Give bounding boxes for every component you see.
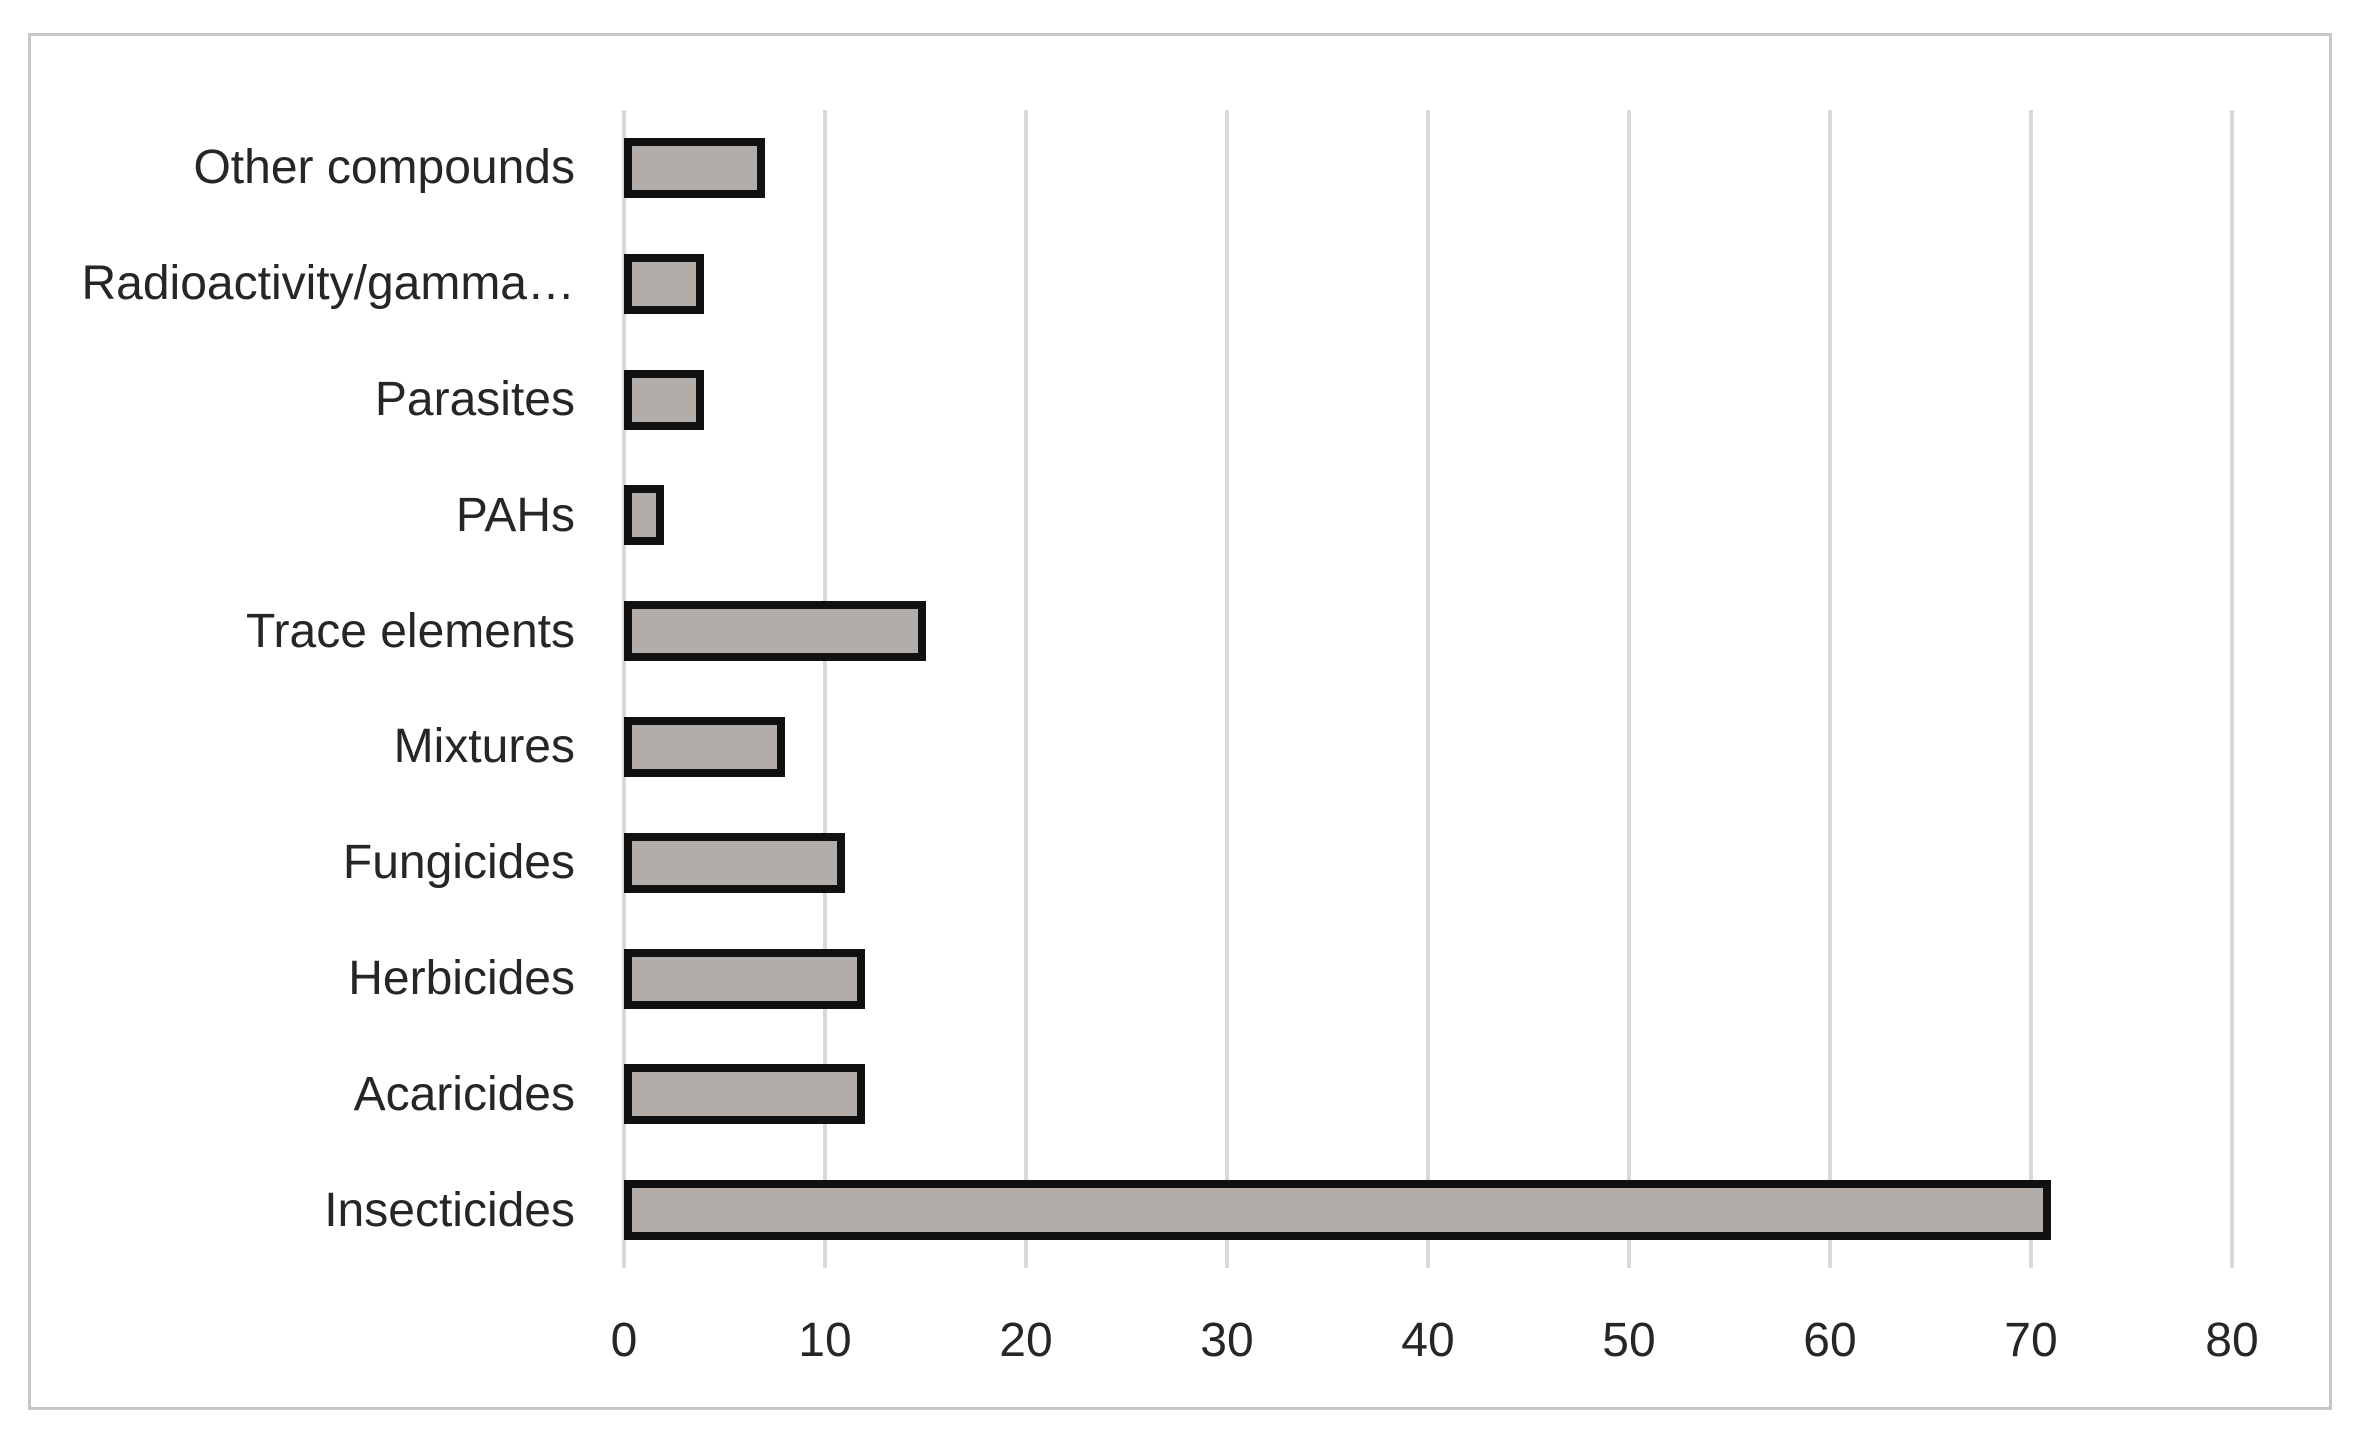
gridline-x-60 bbox=[1828, 110, 1832, 1268]
bar bbox=[624, 948, 866, 1009]
category-label: Herbicides bbox=[348, 951, 575, 1005]
bar bbox=[624, 137, 765, 198]
category-label: PAHs bbox=[455, 488, 575, 542]
gridline-x-70 bbox=[2029, 110, 2033, 1268]
bar bbox=[624, 716, 785, 777]
gridline-x-10 bbox=[823, 110, 827, 1268]
bar bbox=[624, 1064, 866, 1125]
gridline-x-50 bbox=[1627, 110, 1631, 1268]
plot-area: 0 10 20 30 40 50 60 70 80 Other compounds Radioact… bbox=[31, 36, 2329, 1407]
x-tick-label-60: 60 bbox=[1803, 1314, 1857, 1367]
category-label: Mixtures bbox=[393, 720, 575, 774]
category-label: Acaricides bbox=[353, 1067, 575, 1121]
bar bbox=[624, 253, 705, 314]
x-tick-label-50: 50 bbox=[1602, 1314, 1656, 1367]
bar bbox=[624, 485, 665, 546]
gridline-x-0 bbox=[622, 110, 626, 1268]
x-tick-label-80: 80 bbox=[2205, 1314, 2259, 1367]
category-label: Trace elements bbox=[245, 604, 575, 658]
x-tick-label-20: 20 bbox=[999, 1314, 1053, 1367]
gridline-x-80 bbox=[2230, 110, 2234, 1268]
x-tick-label-40: 40 bbox=[1401, 1314, 1455, 1367]
category-label: Radioactivity/gamma… bbox=[81, 257, 576, 311]
x-tick-label-10: 10 bbox=[798, 1314, 852, 1367]
gridline-x-40 bbox=[1426, 110, 1430, 1268]
x-tick-label-0: 0 bbox=[610, 1314, 638, 1367]
bar bbox=[624, 832, 846, 893]
bar bbox=[624, 601, 926, 662]
category-label: Insecticides bbox=[324, 1183, 575, 1237]
bar bbox=[624, 1180, 2052, 1241]
gridline-x-30 bbox=[1225, 110, 1229, 1268]
category-label: Other compounds bbox=[193, 141, 575, 195]
x-tick-label-70: 70 bbox=[2004, 1314, 2058, 1367]
gridline-x-20 bbox=[1024, 110, 1028, 1268]
chart-figure: 0 10 20 30 40 50 60 70 80 Other compounds Radioact… bbox=[28, 33, 2332, 1410]
bar bbox=[624, 369, 705, 430]
category-label: Fungicides bbox=[342, 836, 575, 890]
category-label: Parasites bbox=[374, 372, 575, 426]
x-tick-label-30: 30 bbox=[1200, 1314, 1254, 1367]
